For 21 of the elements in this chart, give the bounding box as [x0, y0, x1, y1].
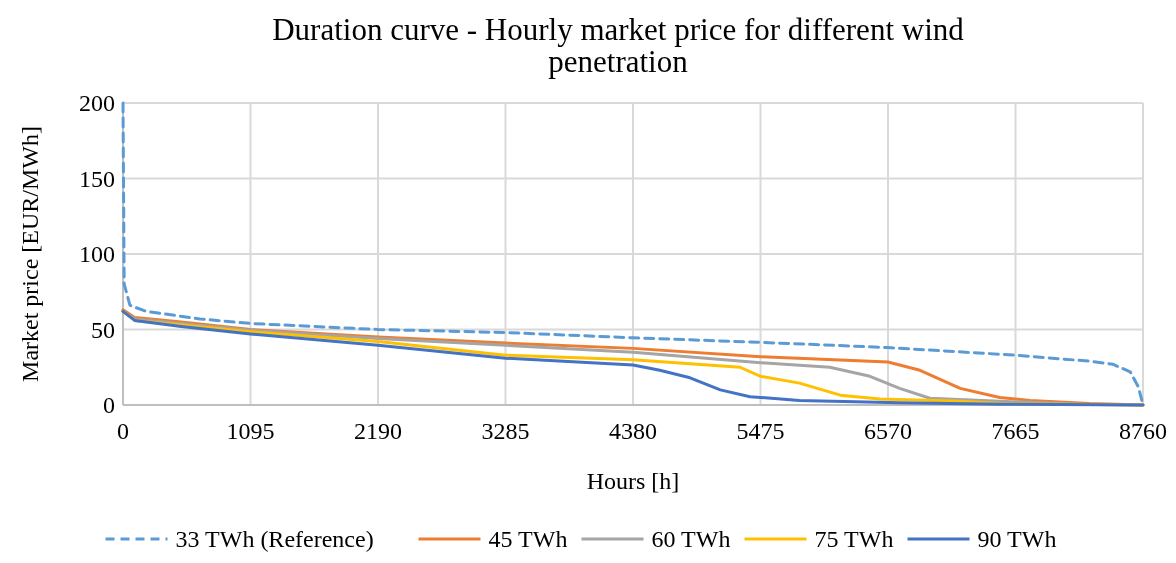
legend-label: 45 TWh [488, 526, 568, 552]
x-tick-label: 5475 [736, 418, 785, 444]
legend-label: 75 TWh [814, 526, 894, 552]
legend-label: 60 TWh [651, 526, 731, 552]
y-tick-label: 0 [103, 392, 115, 419]
y-tick-label: 150 [79, 165, 115, 192]
y-tick-label: 50 [91, 316, 115, 343]
y-axis-title: Market price [EUR/MWh] [17, 126, 43, 382]
y-tick-label: 100 [79, 241, 115, 268]
x-tick-label: 2190 [354, 418, 402, 444]
x-tick-label: 1095 [226, 418, 275, 444]
x-tick-label: 3285 [481, 418, 530, 444]
legend-label: 33 TWh (Reference) [175, 526, 374, 552]
y-tick-label: 200 [79, 90, 115, 117]
chart-title: Duration curve - Hourly market price for different wind penetration [272, 12, 965, 79]
x-tick-label: 8760 [1119, 418, 1167, 444]
x-tick-label: 7665 [991, 418, 1040, 444]
x-axis-title: Hours [h] [586, 468, 680, 494]
x-tick-label: 4380 [609, 418, 657, 444]
legend-label: 90 TWh [977, 526, 1057, 552]
x-tick-label: 6570 [864, 418, 912, 444]
